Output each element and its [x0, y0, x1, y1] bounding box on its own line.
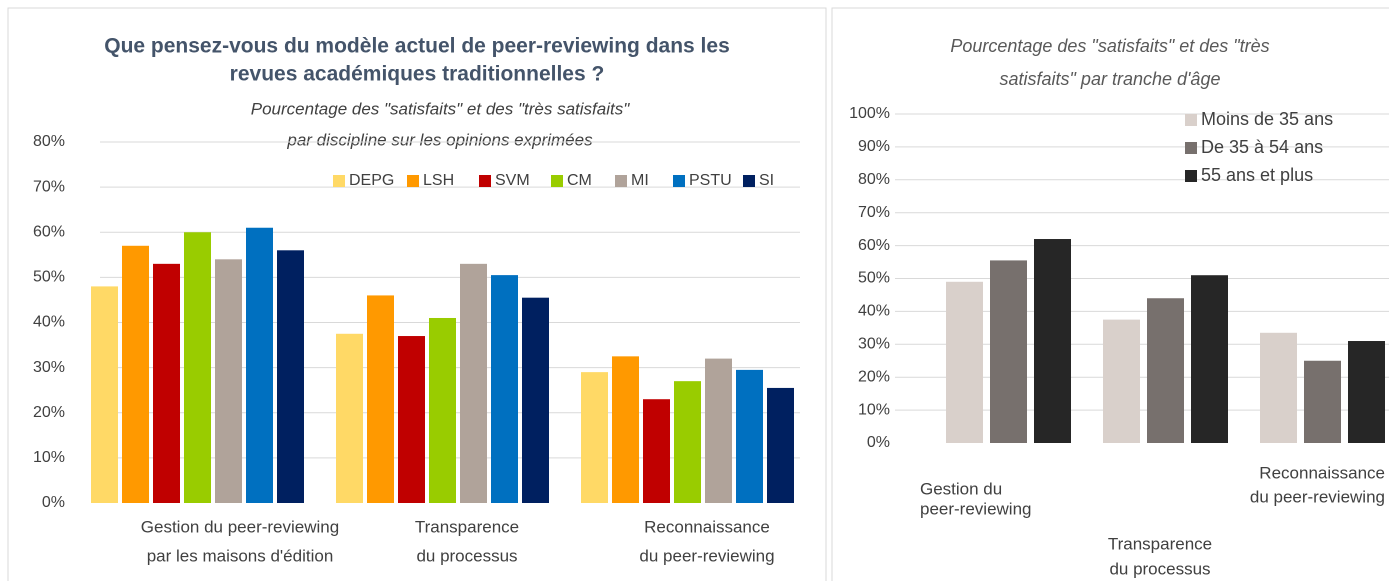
y-tick-label: 50% — [33, 269, 65, 286]
bar — [153, 263, 180, 503]
legend-label: PSTU — [689, 172, 732, 189]
legend-swatch — [673, 175, 685, 187]
bar — [1103, 319, 1140, 443]
legend-swatch — [1185, 170, 1197, 182]
legend-label: CM — [567, 172, 592, 189]
x-tick-label: par les maisons d'édition — [147, 546, 334, 565]
bar — [674, 381, 701, 503]
bar — [1348, 341, 1385, 443]
x-tick-label: Gestion du peer-reviewing — [141, 517, 339, 536]
legend-swatch — [551, 175, 563, 187]
bar — [336, 333, 363, 503]
bar — [643, 399, 670, 503]
y-tick-label: 70% — [858, 204, 890, 221]
bar — [429, 317, 456, 503]
bar — [1191, 275, 1228, 443]
legend-swatch — [333, 175, 345, 187]
legend-label: Moins de 35 ans — [1201, 109, 1333, 129]
y-tick-label: 0% — [42, 494, 65, 511]
y-tick-label: 60% — [858, 237, 890, 254]
y-tick-label: 10% — [33, 449, 65, 466]
y-tick-label: 10% — [858, 401, 890, 418]
bar — [522, 297, 549, 503]
y-tick-label: 50% — [858, 270, 890, 287]
bar — [990, 260, 1027, 443]
chart-title: satisfaits" par tranche d'âge — [1000, 69, 1221, 89]
bar — [215, 259, 242, 503]
x-tick-label: Reconnaissance — [1259, 463, 1385, 482]
bar — [460, 263, 487, 503]
bar — [767, 387, 794, 503]
x-tick-label: Reconnaissance — [644, 517, 770, 536]
legend-label: 55 ans et plus — [1201, 165, 1313, 185]
x-tick-label: peer-reviewing — [920, 499, 1032, 518]
bar — [246, 227, 273, 504]
legend-label: MI — [631, 172, 649, 189]
chart-subtitle: Pourcentage des "satisfaits" et des "trè… — [251, 99, 630, 118]
y-tick-label: 0% — [867, 434, 890, 451]
chart-subtitle: par discipline sur les opinions exprimée… — [286, 130, 593, 149]
chart-title: Pourcentage des "satisfaits" et des "trè… — [950, 36, 1269, 56]
bar — [277, 250, 304, 503]
y-tick-label: 80% — [33, 133, 65, 150]
x-tick-label: du peer-reviewing — [639, 546, 774, 565]
legend-swatch — [479, 175, 491, 187]
x-tick-label: du processus — [1109, 559, 1210, 578]
bar — [1147, 298, 1184, 443]
bar — [367, 295, 394, 503]
legend-swatch — [1185, 114, 1197, 126]
legend-swatch — [743, 175, 755, 187]
bar — [122, 245, 149, 503]
bar — [612, 356, 639, 503]
bar — [184, 232, 211, 503]
y-tick-label: 20% — [33, 404, 65, 421]
bar — [398, 336, 425, 503]
legend-label: SI — [759, 172, 774, 189]
legend-label: De 35 à 54 ans — [1201, 137, 1323, 157]
bar — [581, 372, 608, 503]
bar — [491, 275, 518, 503]
legend-label: LSH — [423, 172, 454, 189]
bar — [1304, 360, 1341, 443]
left-frame — [7, 7, 827, 581]
y-tick-label: 90% — [858, 138, 890, 155]
chart-title: revues académiques traditionnelles ? — [230, 63, 605, 86]
y-tick-label: 80% — [858, 171, 890, 188]
legend-swatch — [1185, 142, 1197, 154]
y-tick-label: 70% — [33, 178, 65, 195]
x-tick-label: Transparence — [1108, 534, 1212, 553]
legend-label: SVM — [495, 172, 530, 189]
bar — [736, 369, 763, 503]
x-tick-label: du peer-reviewing — [1250, 487, 1385, 506]
x-tick-label: Transparence — [415, 517, 519, 536]
y-tick-label: 40% — [33, 314, 65, 331]
right-frame — [831, 7, 1389, 581]
y-tick-label: 40% — [858, 303, 890, 320]
y-tick-label: 30% — [858, 336, 890, 353]
legend-label: DEPG — [349, 172, 394, 189]
x-tick-label: du processus — [416, 546, 517, 565]
bar — [91, 286, 118, 503]
y-tick-label: 30% — [33, 359, 65, 376]
y-tick-label: 20% — [858, 368, 890, 385]
y-tick-label: 60% — [33, 223, 65, 240]
bar — [705, 358, 732, 503]
x-tick-label: Gestion du — [920, 479, 1002, 498]
bar — [1260, 332, 1297, 443]
y-tick-label: 100% — [849, 105, 890, 122]
chart-title: Que pensez-vous du modèle actuel de peer… — [104, 35, 730, 58]
bar — [1034, 239, 1071, 443]
bar — [946, 281, 983, 443]
legend-swatch — [615, 175, 627, 187]
legend-swatch — [407, 175, 419, 187]
